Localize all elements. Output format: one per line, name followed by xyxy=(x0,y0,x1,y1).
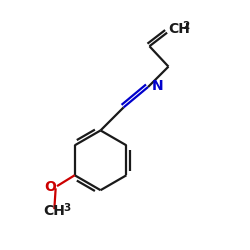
Text: 2: 2 xyxy=(182,21,190,31)
Text: CH: CH xyxy=(169,22,190,36)
Text: CH: CH xyxy=(43,204,65,218)
Text: O: O xyxy=(44,180,56,194)
Text: N: N xyxy=(152,79,164,93)
Text: 3: 3 xyxy=(63,203,70,213)
